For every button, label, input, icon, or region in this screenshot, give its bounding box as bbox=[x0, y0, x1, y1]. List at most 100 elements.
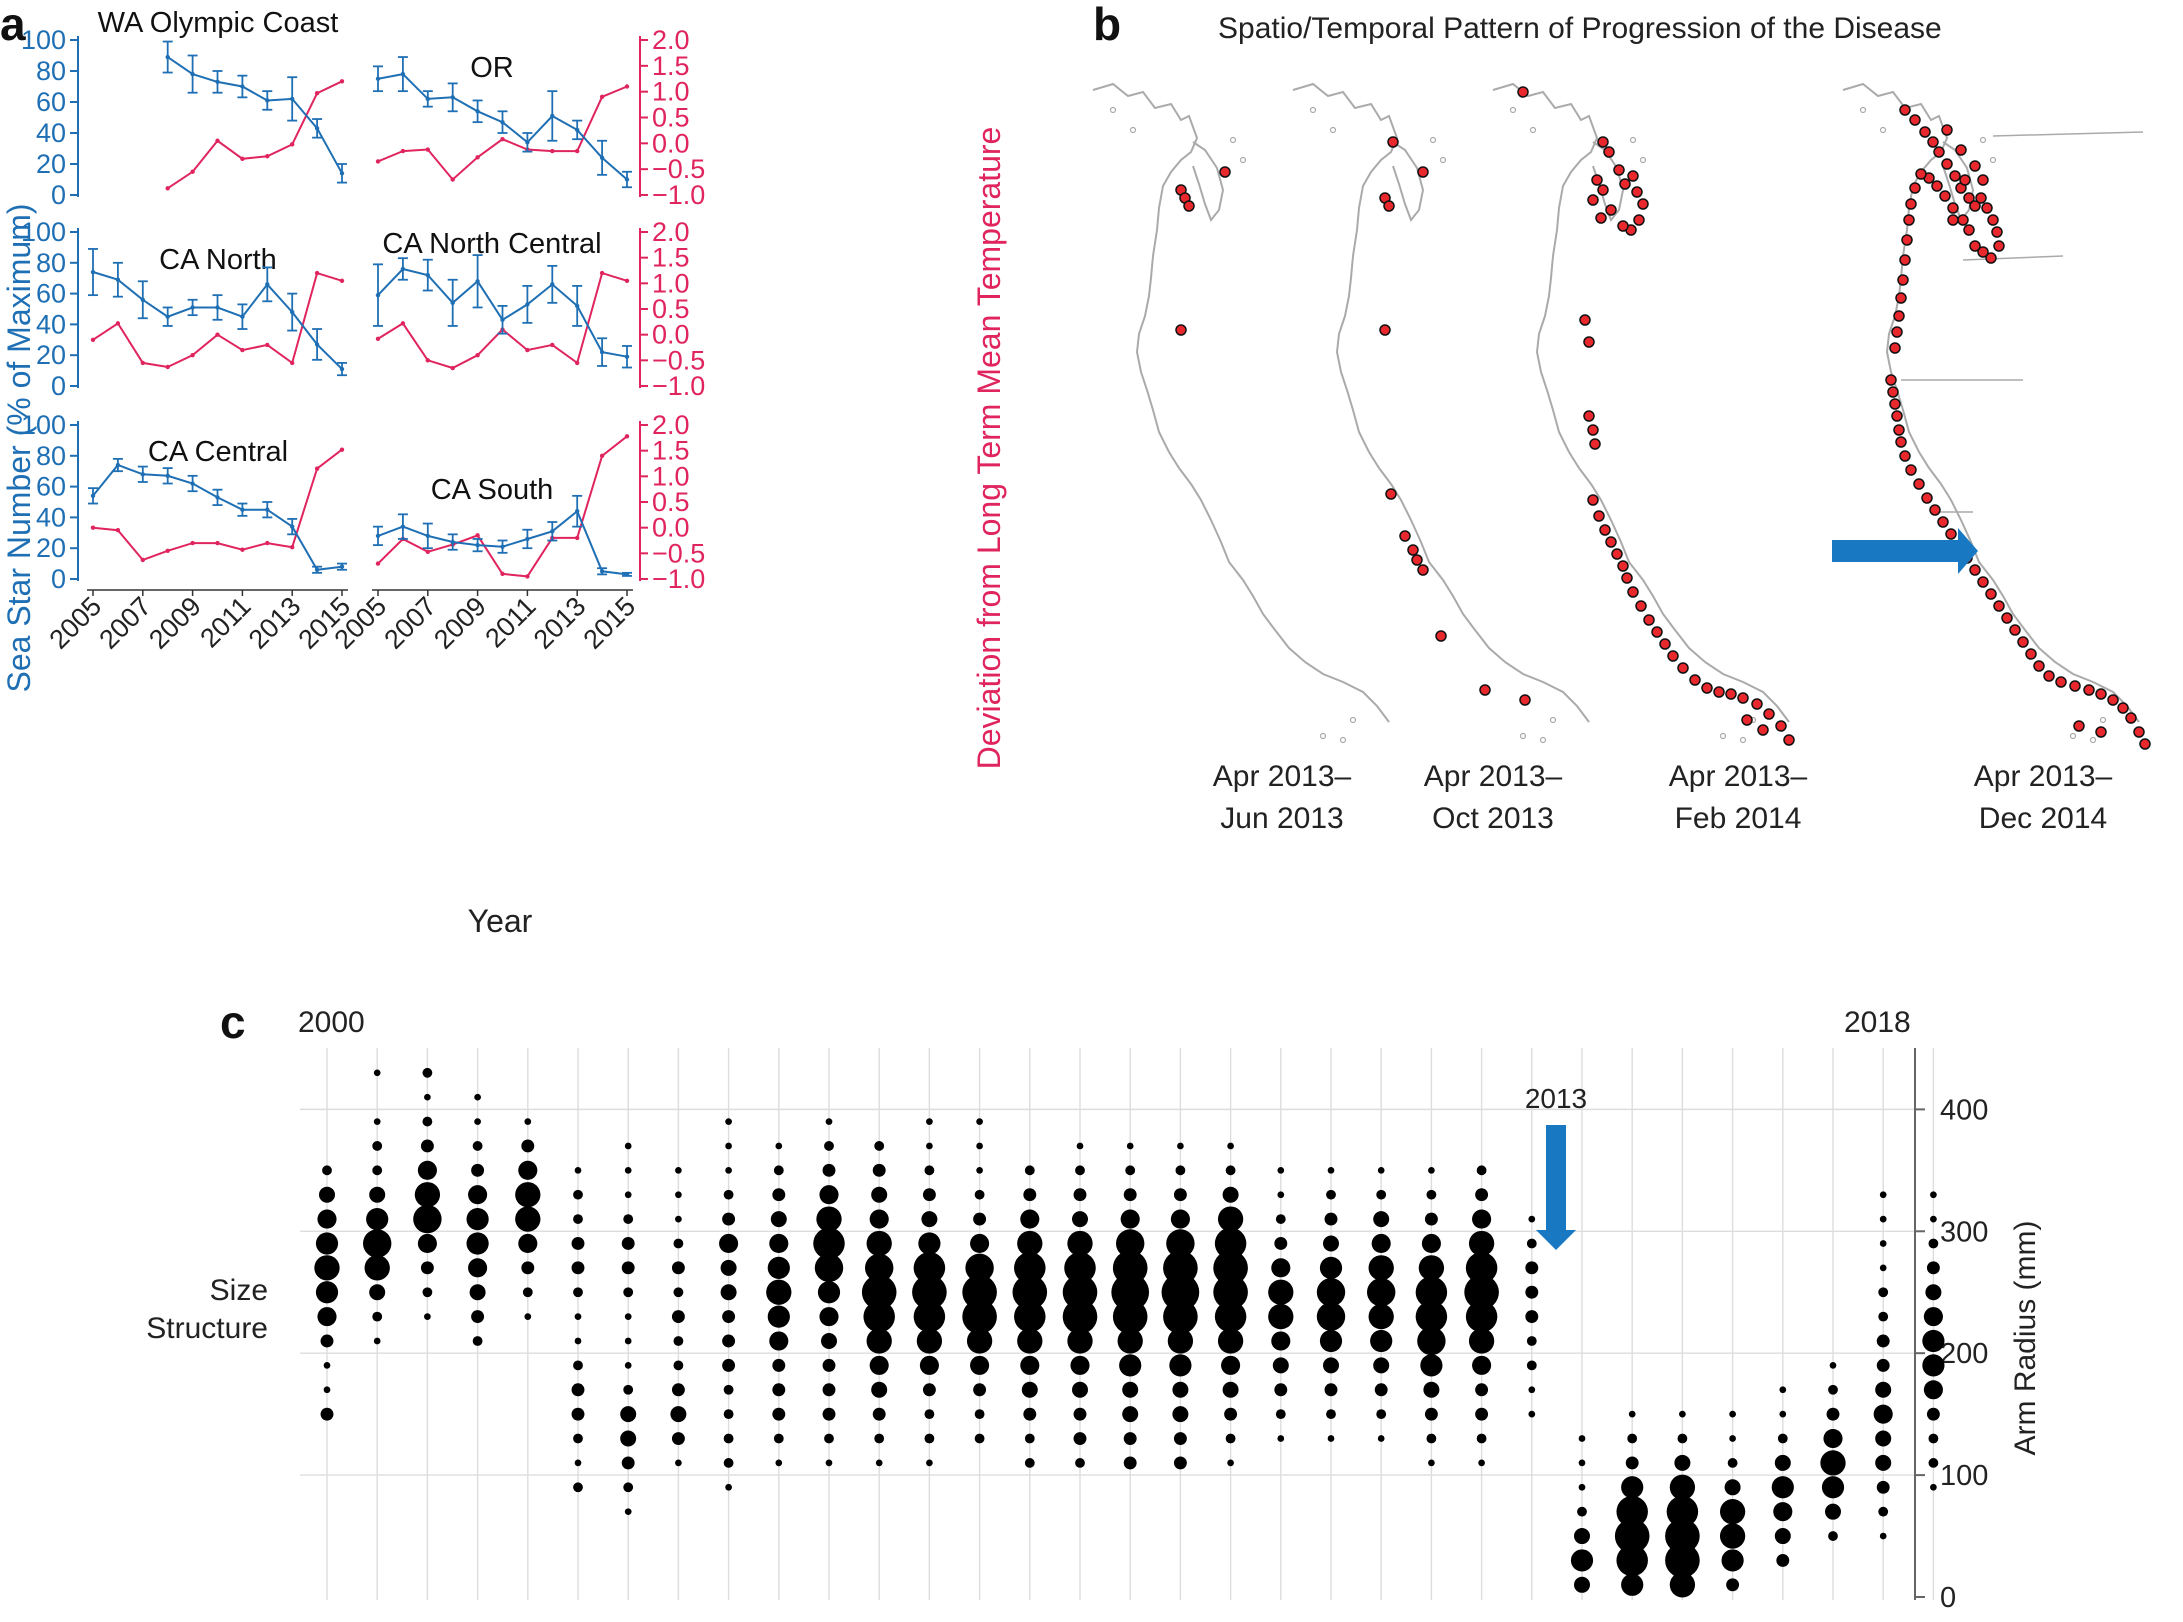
puget-sound-outline bbox=[1192, 141, 1225, 222]
size-bubble bbox=[1319, 1256, 1343, 1279]
size-bubble bbox=[574, 1313, 582, 1320]
size-bubble bbox=[1067, 1230, 1093, 1257]
sea-star-point bbox=[240, 314, 245, 319]
coastline bbox=[1492, 82, 1790, 723]
size-bubble bbox=[1677, 1433, 1688, 1444]
size-bubble bbox=[1922, 1354, 1945, 1377]
island bbox=[1519, 732, 1527, 740]
disease-site-dot bbox=[1891, 410, 1903, 422]
size-bubble bbox=[1112, 1250, 1148, 1286]
size-bubble bbox=[723, 1458, 734, 1468]
temperature-point bbox=[475, 155, 480, 160]
size-bubble bbox=[1227, 1459, 1234, 1467]
x-axis-tick-label: 2013 bbox=[243, 591, 307, 655]
temperature-point bbox=[140, 360, 145, 366]
size-bubble bbox=[861, 1274, 897, 1310]
sea-star-point bbox=[165, 314, 170, 319]
island bbox=[1539, 736, 1547, 744]
map-caption-line-1: Apr 2013– bbox=[1974, 760, 2113, 793]
size-bubble bbox=[571, 1261, 585, 1275]
subplot-title: WA Olympic Coast bbox=[98, 7, 339, 39]
temperature-point bbox=[240, 547, 245, 552]
size-bubble bbox=[1327, 1166, 1335, 1174]
sea-star-point bbox=[550, 529, 555, 534]
size-bubble bbox=[976, 1142, 983, 1150]
size-bubble bbox=[1072, 1381, 1088, 1398]
left-axis-tick-label: 100 bbox=[21, 410, 66, 440]
size-bubble bbox=[518, 1160, 538, 1180]
sea-star-point bbox=[550, 282, 555, 287]
size-bubble bbox=[962, 1274, 997, 1310]
sea-star-point bbox=[165, 54, 170, 60]
sea-star-point bbox=[290, 524, 295, 529]
size-bubble bbox=[1875, 1454, 1892, 1471]
size-bubble bbox=[369, 1186, 386, 1203]
temperature-point bbox=[575, 360, 580, 366]
size-bubble bbox=[1024, 1433, 1035, 1444]
size-bubble bbox=[869, 1209, 889, 1229]
size-bubble bbox=[1475, 1407, 1489, 1421]
size-bubble bbox=[574, 1166, 582, 1174]
temperature-point bbox=[215, 138, 220, 143]
disease-site-dot bbox=[2139, 738, 2151, 750]
panel-a-xlabel: Year bbox=[468, 903, 533, 939]
size-bubble bbox=[1368, 1303, 1394, 1330]
island bbox=[1339, 736, 1347, 744]
size-bubble bbox=[323, 1362, 331, 1369]
sea-star-point bbox=[140, 472, 145, 477]
island bbox=[1319, 732, 1327, 740]
disease-site-dot bbox=[1985, 252, 1997, 264]
size-bubble bbox=[875, 1459, 883, 1467]
size-bubble bbox=[469, 1284, 486, 1301]
island bbox=[1439, 156, 1447, 164]
size-bubble bbox=[974, 1409, 985, 1420]
size-bubble bbox=[471, 1163, 485, 1177]
size-bubble bbox=[1316, 1302, 1346, 1331]
temperature-point bbox=[165, 186, 170, 191]
disease-site-dot bbox=[1587, 494, 1599, 506]
size-bubble bbox=[965, 1253, 994, 1283]
size-bubble bbox=[1574, 1528, 1590, 1545]
size-bubble bbox=[725, 1142, 732, 1150]
island bbox=[1329, 126, 1337, 134]
size-bubble bbox=[723, 1384, 734, 1395]
size-bubble bbox=[1166, 1229, 1195, 1258]
right-axis-tick-label: 0.0 bbox=[652, 128, 690, 158]
size-bubble bbox=[623, 1482, 634, 1493]
size-bubble bbox=[1826, 1407, 1840, 1421]
disease-site-dot bbox=[1725, 688, 1737, 700]
size-bubble bbox=[1426, 1433, 1437, 1444]
size-bubble bbox=[413, 1204, 442, 1234]
size-bubble bbox=[1674, 1454, 1691, 1471]
size-bubble bbox=[1023, 1407, 1037, 1421]
sea-star-point bbox=[400, 71, 406, 77]
size-bubble bbox=[317, 1209, 337, 1229]
coastline bbox=[1292, 82, 1590, 723]
panel-b-captions: Apr 2013– Jun 2013 Apr 2013– Oct 2013 Apr 20… bbox=[1213, 760, 2113, 835]
disease-site-dot bbox=[1399, 530, 1411, 542]
size-bubble bbox=[1721, 1549, 1744, 1572]
panel-a: a 020406080100−1.0−0.50.00.51.01.52.0020… bbox=[0, 0, 1007, 939]
size-bubble bbox=[1930, 1483, 1937, 1491]
size-bubble bbox=[1665, 1543, 1700, 1578]
disease-site-dot bbox=[1599, 524, 1611, 536]
size-bubble bbox=[1073, 1432, 1087, 1445]
size-bubble bbox=[1876, 1334, 1890, 1348]
disease-site-dot bbox=[2125, 712, 2137, 724]
size-bubble bbox=[518, 1233, 538, 1254]
size-bubble bbox=[822, 1407, 836, 1421]
size-bubble bbox=[1475, 1188, 1489, 1202]
size-bubble bbox=[1326, 1409, 1336, 1420]
size-bubble bbox=[912, 1274, 947, 1310]
size-bubble bbox=[369, 1284, 386, 1301]
size-bubble bbox=[821, 1333, 837, 1349]
island bbox=[1509, 106, 1517, 114]
disease-site-dot bbox=[1643, 614, 1655, 626]
panel-a-label: a bbox=[0, 0, 26, 50]
size-bubble bbox=[773, 1165, 784, 1176]
temperature-point bbox=[290, 360, 295, 366]
size-bubble bbox=[363, 1229, 392, 1258]
disease-site-dot bbox=[1901, 234, 1913, 246]
size-bubble bbox=[322, 1165, 332, 1176]
size-bubble bbox=[1923, 1380, 1943, 1400]
